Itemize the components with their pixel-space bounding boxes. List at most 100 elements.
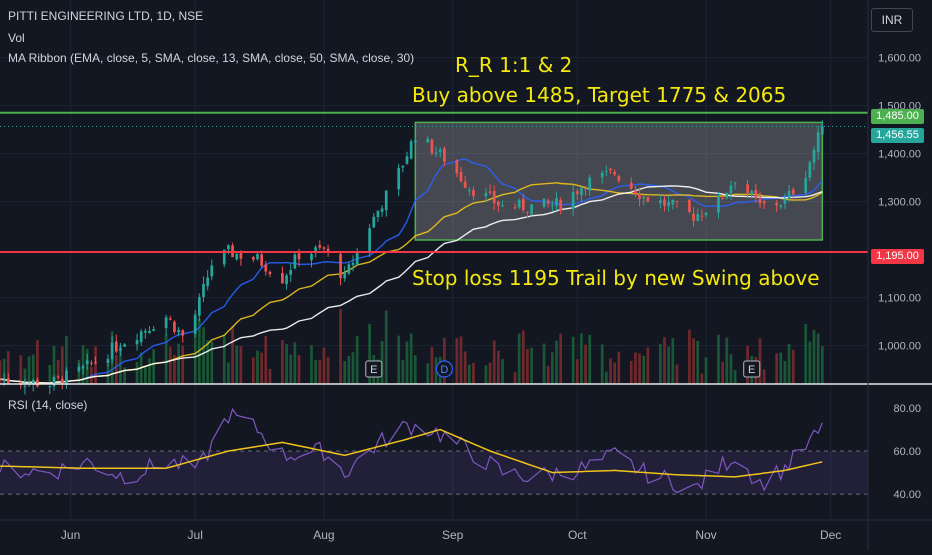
volume-bar [2,358,6,384]
candle-body [804,178,808,193]
candle-body [430,139,434,153]
annotation-stop: Stop loss 1195 Trail by new Swing above [412,266,820,290]
time-tick-label: Sep [442,528,464,542]
candle-body [497,201,500,206]
rsi-band [0,451,868,495]
candle-body [181,330,185,336]
candle-body [459,171,463,182]
volume-bar [268,369,272,384]
candle-body [85,360,89,365]
event-marker-label: D [440,364,448,376]
candle-body [629,182,633,189]
vol-label: Vol [8,31,25,45]
volume-bar [688,329,691,384]
candle-body [501,205,504,207]
candle-body [667,202,671,207]
candle-body [609,168,612,171]
volume-bar [239,346,243,384]
volume-bar [542,343,546,384]
candle-body [613,171,617,175]
candle-body [642,196,646,199]
volume-bar [497,350,500,384]
rsi-tick-label: 60.00 [893,446,921,458]
volume-bar [526,348,529,384]
rsi-tick-label: 80.00 [893,403,921,415]
candle-body [463,181,467,188]
volume-bar [123,367,126,384]
volume-bar [326,356,330,384]
volume-bar [467,364,471,384]
volume-bar [222,334,226,384]
symbol-title: PITTI ENGINEERING LTD, 1D, NSE [8,9,204,23]
candle-body [285,275,288,285]
volume-bar [148,358,151,384]
candle-body [173,321,176,333]
volume-bar [152,349,156,384]
event-marker: E [365,360,383,378]
candle-body [372,216,376,228]
candle-body [380,208,384,212]
volume-bar [281,340,284,384]
candle-body [52,377,56,387]
volume-bar [779,352,783,384]
candle-body [816,132,820,153]
candle-body [434,152,438,154]
volume-bar [571,336,575,384]
candle-body [575,191,579,194]
candle-body [264,264,268,272]
volume-bar [517,333,521,384]
volume-bar [293,342,297,384]
volume-bar [729,354,733,384]
volume-bar [663,337,666,384]
candle-body [584,188,587,190]
candle-body [488,191,492,193]
earnings-marker-shape [365,360,383,378]
currency-button[interactable]: INR [871,8,913,32]
volume-bar [808,341,812,384]
time-tick-label: Jun [61,528,80,542]
candle-body [139,331,143,343]
volume-bar [289,354,293,384]
volume-bar [235,345,239,384]
volume-bar [692,338,695,384]
volume-bar [646,347,650,384]
candle-body [634,190,637,195]
volume-bar [181,345,185,384]
candle-body [65,370,68,385]
candle-body [60,379,64,385]
volume-bar [758,338,762,384]
candle-body [754,189,758,198]
candle-body [227,245,230,250]
volume-bar [285,344,288,384]
volume-bar [60,346,64,384]
price-tick-label: 1,600.00 [878,53,921,65]
volume-bar [384,310,388,384]
volume-bar [114,354,118,384]
volume-bar [575,359,579,384]
candle-body [426,138,430,143]
volume-bar [173,354,176,384]
volume-bar [642,355,646,384]
candle-body [397,168,401,190]
time-tick-label: Aug [313,528,334,542]
annotation-buy: Buy above 1485, Target 1775 & 2065 [412,83,787,107]
volume-bar [546,365,550,384]
candle-body [717,196,720,213]
volume-bar [783,360,787,384]
volume-bar [629,360,633,384]
volume-bar [52,346,56,384]
volume-bar [530,347,533,384]
dividend-marker-shape [435,360,453,378]
volume-bar [580,333,583,384]
volume-bar [297,355,301,384]
volume-bar [816,333,820,384]
volume-bar [19,355,23,384]
candle-body [492,190,496,204]
candle-body [318,245,322,248]
volume-bar [721,361,724,384]
candle-body [571,192,575,210]
volume-bar [397,335,401,384]
volume-bar [733,370,737,384]
